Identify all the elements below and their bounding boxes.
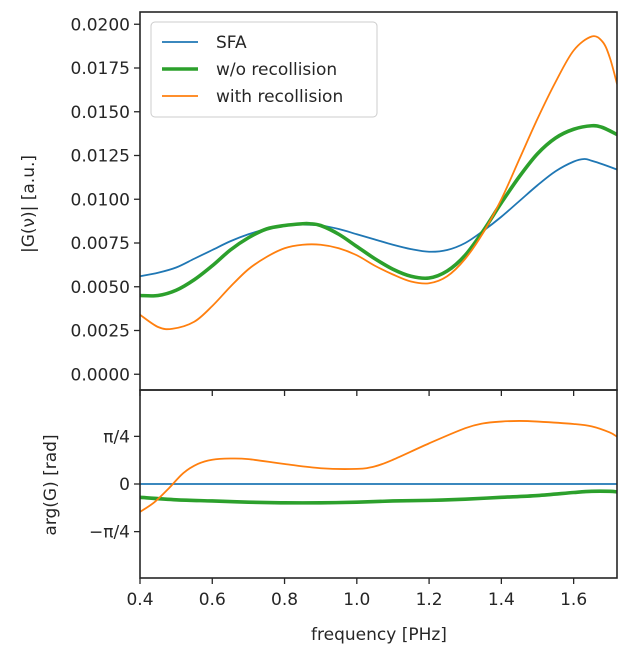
top-series-line-sfa [140,158,617,278]
bottom-panel: −π/4 0 π/4 0.4 0.6 0.8 1.0 1.2 1.4 1.6 [89,389,618,610]
legend-frame [150,21,378,118]
legend-entry: w/o recollision [216,60,337,80]
bottom-x-tick-label: 0.8 [271,590,298,610]
top-y-tick-label: 0.0050 [71,278,130,298]
top-y-tick-label: 0.0150 [71,103,130,123]
top-y-tick-label: 0.0100 [71,190,130,210]
legend-entry: with recollision [216,87,343,107]
top-y-tick-label: 0.0000 [71,365,130,385]
bottom-y-tick-label: π/4 [103,427,130,447]
bottom-x-tick-label: 0.6 [199,590,226,610]
bottom-y-tick-label: −π/4 [89,523,130,543]
bottom-axes-frame [139,389,618,579]
top-series-group [140,35,617,331]
top-panel: 0.0000 0.0025 0.0050 0.0075 0.0100 0.0125 0.01… [71,11,618,396]
top-y-tick-label: 0.0025 [71,322,130,342]
bottom-x-tick-label: 1.0 [343,590,370,610]
bottom-x-tick-label: 1.2 [416,590,443,610]
bottom-series-line-with-recollision [140,420,617,513]
top-y-tick-label: 0.0125 [71,147,130,167]
bottom-series-group [140,420,617,513]
y-axis-label-bottom: arg(G) [rad] [41,434,61,535]
y-axis-label-top: |G(ν)| [a.u.] [19,155,39,253]
legend-entry: SFA [216,33,247,53]
x-axis-label: frequency [PHz] [311,625,447,645]
top-series-line-w-o-recollision [140,123,617,298]
bottom-x-tick-label: 1.4 [488,590,515,610]
bottom-x-tick-label: 1.6 [560,590,587,610]
bottom-x-tick-label: 0.4 [126,590,153,610]
bottom-y-tick-label: 0 [119,475,130,495]
legend: SFA w/o recollision with recollision [150,21,378,118]
bottom-series-line-w-o-recollision [140,489,617,505]
top-y-tick-label: 0.0075 [71,234,130,254]
top-series-line-with-recollision [140,35,617,331]
top-y-tick-label: 0.0200 [71,15,130,35]
top-y-tick-label: 0.0175 [71,59,130,79]
